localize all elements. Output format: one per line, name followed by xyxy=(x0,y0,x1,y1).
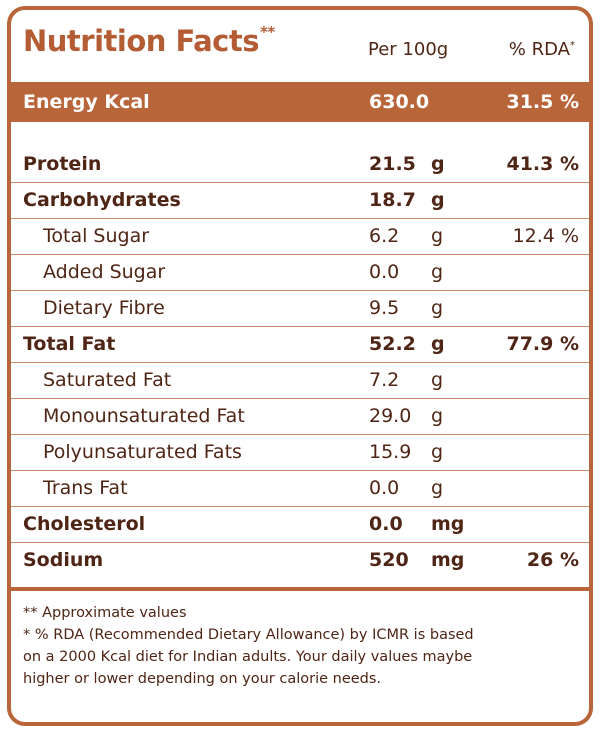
nutrient-row-saturated-fat: Saturated Fat 7.2 g xyxy=(11,362,589,399)
nutrient-name: Total Fat xyxy=(23,333,116,355)
nutrient-unit: g xyxy=(431,441,444,463)
nutrient-row-total-fat: Total Fat 52.2 g 77.9 % xyxy=(11,326,589,363)
nutrient-unit: mg xyxy=(431,513,465,535)
nutrient-name: Saturated Fat xyxy=(43,369,172,391)
nutrient-row-polyunsaturated-fats: Polyunsaturated Fats 15.9 g xyxy=(11,434,589,471)
footnote-rda-line-2: on a 2000 Kcal diet for Indian adults. Y… xyxy=(23,649,473,665)
nutrient-row-carbohydrates: Carbohydrates 18.7 g xyxy=(11,182,589,219)
nutrient-name: Sodium xyxy=(23,549,104,571)
nutrient-value: 9.5 xyxy=(369,297,400,319)
nutrient-rda: 26 % xyxy=(526,549,579,571)
per-100g-header: Per 100g xyxy=(368,39,449,60)
nutrient-value: 0.0 xyxy=(369,513,403,535)
nutrient-name: Added Sugar xyxy=(43,261,166,283)
footer-divider xyxy=(11,587,589,591)
nutrient-name: Dietary Fibre xyxy=(43,297,165,319)
nutrient-value: 7.2 xyxy=(369,369,400,391)
nutrient-value: 6.2 xyxy=(369,225,400,247)
nutrient-unit: mg xyxy=(431,549,465,571)
nutrient-name: Cholesterol xyxy=(23,513,146,535)
nutrient-name: Total Sugar xyxy=(43,225,150,247)
nutrient-row-trans-fat: Trans Fat 0.0 g xyxy=(11,470,589,507)
footnote-rda-line-3: higher or lower depending on your calori… xyxy=(23,671,382,687)
nutrient-unit: g xyxy=(431,369,444,391)
footnotes: ** Approximate values * % RDA (Recommend… xyxy=(23,602,474,690)
nutrition-label: Nutrition Facts** Per 100g % RDA* Energy… xyxy=(7,6,593,726)
footnote-rda-line-1: * % RDA (Recommended Dietary Allowance) … xyxy=(23,627,474,643)
energy-name: Energy Kcal xyxy=(23,91,150,113)
nutrient-unit: g xyxy=(431,189,445,211)
nutrient-row-dietary-fibre: Dietary Fibre 9.5 g xyxy=(11,290,589,327)
nutrient-rda: 12.4 % xyxy=(512,225,579,247)
nutrient-unit: g xyxy=(431,297,444,319)
footnote-approximate: ** Approximate values xyxy=(23,605,187,621)
rda-header-text: % RDA xyxy=(508,39,570,60)
nutrient-row-protein: Protein 21.5 g 41.3 % xyxy=(11,146,589,183)
nutrient-unit: g xyxy=(431,405,444,427)
nutrient-name: Carbohydrates xyxy=(23,189,181,211)
label-header: Nutrition Facts** Per 100g % RDA* xyxy=(11,10,589,82)
nutrient-value: 18.7 xyxy=(369,189,416,211)
rda-header: % RDA* xyxy=(509,39,575,60)
nutrient-value: 21.5 xyxy=(369,153,416,175)
nutrient-value: 520 xyxy=(369,549,409,571)
rda-header-mark: * xyxy=(570,40,575,51)
energy-value: 630.0 xyxy=(369,91,430,113)
nutrient-unit: g xyxy=(431,225,444,247)
nutrient-row-sodium: Sodium 520 mg 26 % xyxy=(11,542,589,578)
nutrient-row-added-sugar: Added Sugar 0.0 g xyxy=(11,254,589,291)
nutrient-rda: 41.3 % xyxy=(506,153,579,175)
nutrient-value: 52.2 xyxy=(369,333,416,355)
nutrient-rda: 77.9 % xyxy=(506,333,579,355)
nutrient-row-total-sugar: Total Sugar 6.2 g 12.4 % xyxy=(11,218,589,255)
nutrient-value: 29.0 xyxy=(369,405,412,427)
title-footnote-mark: ** xyxy=(259,23,275,42)
nutrient-name: Protein xyxy=(23,153,102,175)
nutrient-row-cholesterol: Cholesterol 0.0 mg xyxy=(11,506,589,543)
energy-row: Energy Kcal 630.0 31.5 % xyxy=(11,82,589,122)
nutrient-unit: g xyxy=(431,261,444,283)
label-title: Nutrition Facts** xyxy=(23,23,275,58)
nutrient-value: 0.0 xyxy=(369,261,400,283)
nutrient-name: Monounsaturated Fat xyxy=(43,405,245,427)
nutrient-name: Trans Fat xyxy=(43,477,128,499)
nutrient-row-monounsaturated-fat: Monounsaturated Fat 29.0 g xyxy=(11,398,589,435)
nutrient-unit: g xyxy=(431,333,445,355)
nutrient-name: Polyunsaturated Fats xyxy=(43,441,242,463)
nutrient-value: 15.9 xyxy=(369,441,412,463)
energy-rda: 31.5 % xyxy=(506,91,579,113)
nutrient-unit: g xyxy=(431,477,444,499)
title-text: Nutrition Facts xyxy=(23,24,259,58)
nutrient-unit: g xyxy=(431,153,445,175)
nutrient-value: 0.0 xyxy=(369,477,400,499)
